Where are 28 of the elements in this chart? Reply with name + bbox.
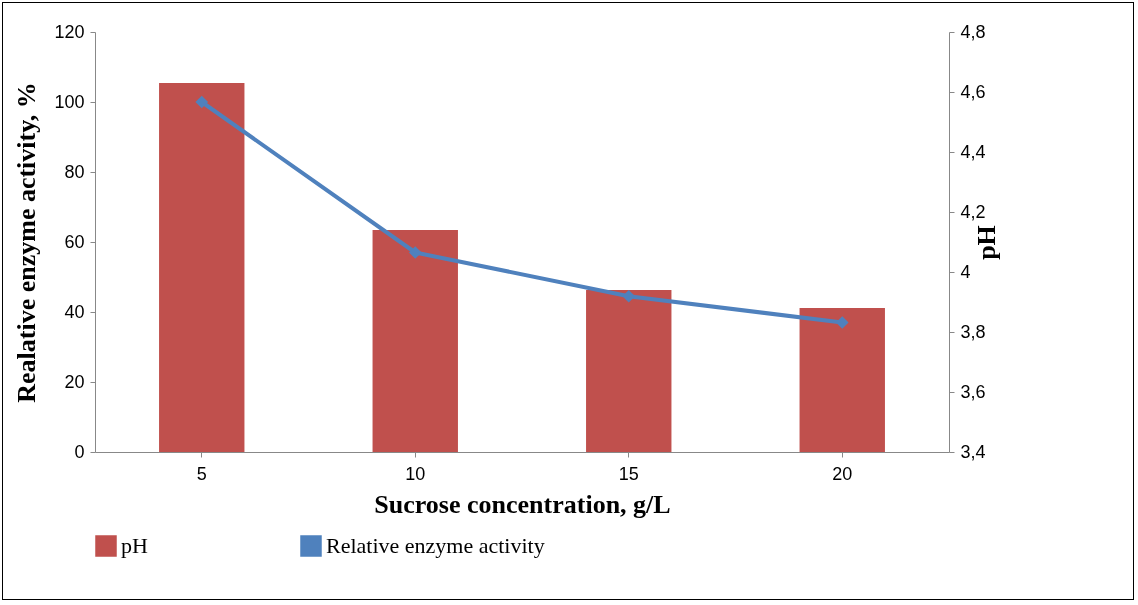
y2-tick-label: 4,8	[960, 21, 986, 42]
point	[835, 316, 849, 329]
point	[195, 95, 209, 109]
legend-label: Relative enzyme activity	[326, 533, 545, 558]
x-tick-label: 20	[832, 463, 853, 484]
y2-tick-label: 3,4	[960, 441, 986, 462]
y2-tick-label: 3,8	[960, 321, 986, 342]
point	[408, 246, 422, 259]
y-tick-label: 100	[54, 91, 85, 112]
y2-tick-label: 4,6	[960, 81, 986, 102]
x-tick-label: 15	[618, 463, 639, 484]
y2-tick-label: 4	[960, 261, 971, 282]
point	[622, 289, 636, 303]
y2-tick-label: 4,2	[960, 201, 986, 222]
x-axis-title: Sucrose concentration, g/L	[374, 489, 671, 519]
x-tick-label: 10	[405, 463, 426, 484]
y-tick-label: 80	[64, 161, 85, 182]
y-tick-label: 120	[54, 21, 85, 42]
y-tick-label: 0	[74, 441, 85, 462]
y2-axis-title: pH	[971, 225, 1001, 260]
y2-tick-label: 3,6	[960, 381, 986, 402]
y-tick-label: 60	[64, 231, 85, 252]
y-tick-label: 40	[64, 301, 85, 322]
legend-label: pH	[121, 533, 148, 558]
y2-tick-label: 4,4	[960, 141, 986, 162]
y-tick-label: 20	[64, 371, 85, 392]
x-tick-label: 5	[196, 463, 207, 484]
y-axis-title: Realative enzyme activity, %	[12, 82, 42, 403]
